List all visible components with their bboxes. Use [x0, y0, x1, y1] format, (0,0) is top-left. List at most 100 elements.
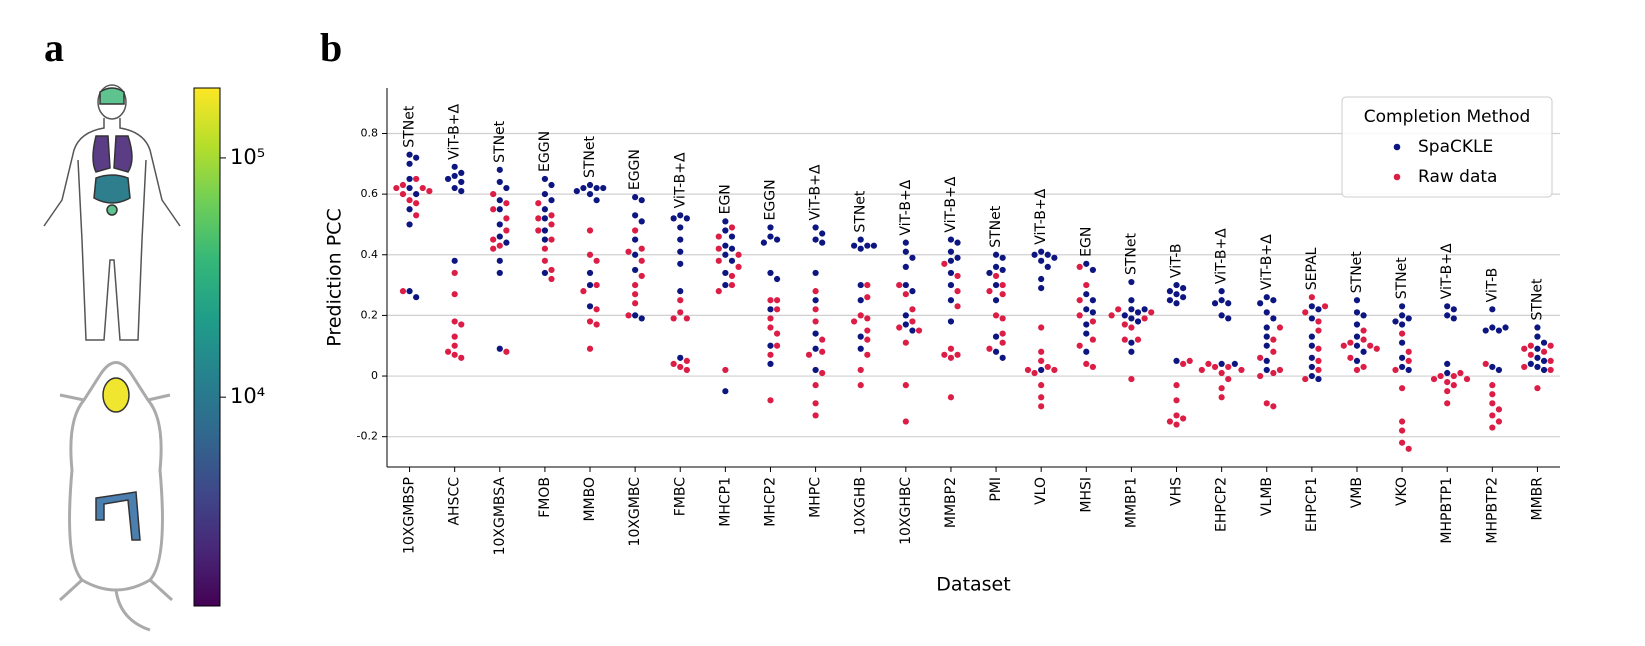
- data-point: [670, 315, 677, 322]
- data-point: [1405, 357, 1412, 364]
- data-point: [954, 303, 961, 310]
- data-point: [1308, 303, 1315, 310]
- data-point: [399, 288, 407, 295]
- data-point: [632, 291, 639, 298]
- data-point: [426, 187, 433, 195]
- data-point: [1083, 281, 1090, 289]
- data-point: [857, 281, 864, 289]
- data-point: [677, 309, 684, 316]
- data-point: [535, 200, 542, 207]
- data-point: [1089, 297, 1096, 304]
- data-point: [1038, 348, 1045, 355]
- data-point: [1540, 339, 1548, 346]
- data-point: [947, 257, 955, 264]
- method-annotation: ViT-B+Δ: [808, 164, 824, 220]
- data-point: [1457, 369, 1464, 377]
- data-point: [857, 333, 864, 340]
- data-point: [1353, 309, 1361, 316]
- legend-box: [1341, 96, 1553, 198]
- data-point: [909, 254, 916, 261]
- data-point: [1276, 324, 1284, 331]
- data-point: [496, 221, 503, 228]
- x-tick-label: 10XGHB: [853, 477, 869, 535]
- y-axis-label: Prediction PCC: [324, 208, 346, 346]
- method-annotation: STNet: [1349, 251, 1365, 294]
- data-point: [819, 239, 826, 246]
- data-point: [1321, 303, 1329, 310]
- data-point: [1534, 354, 1541, 361]
- x-tick-label: MMBP2: [943, 477, 959, 528]
- data-point: [541, 245, 549, 252]
- colorbar-tick-label: 10⁵: [230, 145, 265, 169]
- data-point: [1031, 369, 1038, 377]
- data-point: [915, 327, 923, 334]
- data-point: [947, 281, 955, 289]
- data-point: [1038, 366, 1045, 374]
- data-point: [419, 184, 426, 192]
- data-point: [812, 297, 819, 304]
- data-point: [1263, 366, 1270, 374]
- data-point: [1180, 294, 1187, 301]
- method-annotation: STNet: [853, 190, 869, 233]
- data-point: [1489, 424, 1496, 431]
- data-point: [1218, 312, 1225, 319]
- data-point: [1218, 394, 1225, 401]
- data-point: [1315, 345, 1322, 352]
- human-illustration: [43, 84, 181, 341]
- data-point: [1134, 318, 1142, 325]
- data-point: [735, 251, 742, 258]
- data-point: [1141, 315, 1148, 322]
- data-point: [593, 321, 600, 328]
- data-point: [1180, 415, 1187, 422]
- data-point: [451, 163, 458, 170]
- data-point: [1405, 348, 1412, 355]
- data-point: [1166, 288, 1174, 295]
- y-tick-label: -0.2: [357, 430, 378, 443]
- data-point: [941, 351, 948, 358]
- data-point: [413, 154, 420, 161]
- data-point: [1173, 382, 1180, 389]
- data-point: [864, 351, 871, 358]
- data-point: [541, 257, 549, 264]
- data-point: [451, 172, 458, 180]
- data-point: [632, 251, 639, 258]
- data-point: [413, 212, 420, 219]
- data-point: [812, 412, 819, 419]
- data-point: [444, 175, 452, 183]
- data-point: [541, 236, 549, 243]
- data-point: [625, 312, 632, 319]
- data-point: [1405, 445, 1412, 452]
- data-point: [593, 184, 600, 192]
- data-point: [1108, 312, 1115, 319]
- data-point: [812, 345, 819, 352]
- data-point: [1044, 263, 1051, 270]
- data-point: [1083, 360, 1090, 368]
- data-point: [1534, 385, 1541, 392]
- data-point: [406, 184, 413, 192]
- data-point: [1038, 382, 1045, 389]
- data-point: [1489, 400, 1496, 407]
- data-point: [1489, 382, 1496, 389]
- data-point: [638, 257, 645, 264]
- data-point: [722, 366, 729, 374]
- data-point: [1134, 309, 1142, 316]
- data-point: [1495, 327, 1503, 334]
- data-point: [812, 330, 819, 337]
- data-point: [1128, 278, 1135, 286]
- data-point: [992, 281, 1000, 289]
- data-point: [767, 342, 774, 349]
- data-point: [947, 394, 955, 401]
- data-point: [1315, 327, 1322, 334]
- x-tick-label: FMOB: [537, 477, 553, 518]
- data-point: [496, 345, 503, 352]
- data-point: [1315, 366, 1322, 374]
- data-point: [406, 160, 413, 167]
- data-point: [728, 233, 736, 240]
- data-point: [1089, 363, 1096, 371]
- data-point: [999, 266, 1006, 274]
- x-tick-label: AHSCC: [447, 477, 463, 526]
- data-point: [670, 215, 677, 222]
- data-point: [819, 336, 826, 343]
- data-point: [586, 227, 594, 234]
- legend-label: Raw data: [1418, 167, 1497, 187]
